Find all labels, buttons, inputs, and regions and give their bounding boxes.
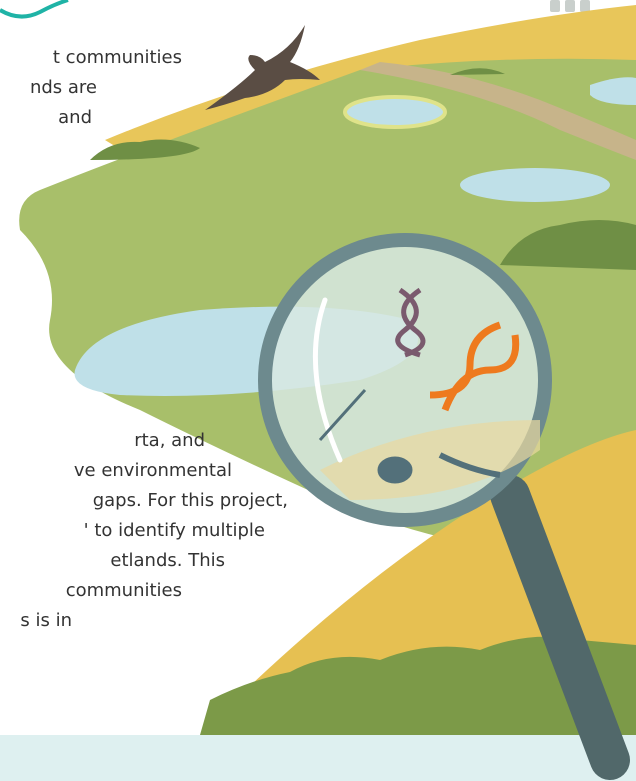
illustration: t communities nds are and rta, and ve en… [0, 0, 636, 781]
footer-strip [0, 735, 636, 781]
text-line: gaps. For this project, [93, 490, 288, 511]
text-line: t communities [53, 47, 182, 68]
page: t communities nds are and rta, and ve en… [0, 0, 636, 781]
pond [345, 97, 445, 127]
text-line: ve environmental [74, 460, 232, 481]
menu-dots [550, 0, 590, 12]
intro-text: t communities nds are and [30, 47, 182, 128]
teal-swirl [0, 0, 68, 17]
text-line: communities [66, 580, 182, 601]
text-line: nds are [30, 77, 97, 98]
text-line: s is in [20, 610, 72, 631]
pond [460, 168, 610, 202]
text-line: ' to identify multiple [84, 520, 265, 541]
text-line: and [58, 107, 92, 128]
text-line: rta, and [134, 430, 205, 451]
text-line: etlands. This [110, 550, 225, 571]
